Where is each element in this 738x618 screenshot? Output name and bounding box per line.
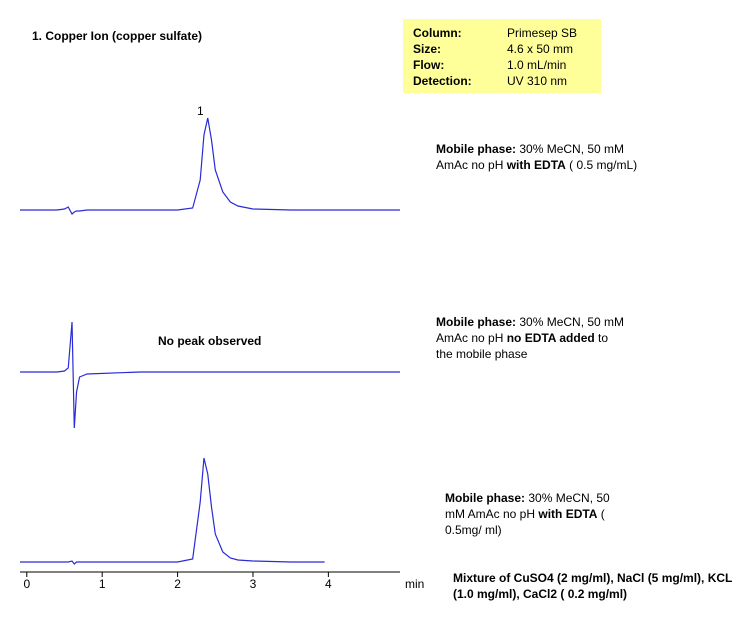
x-tick-label: 0 — [23, 577, 30, 591]
text-segment: 30% MeCN, 50 mM AmAc no pH — [436, 315, 627, 345]
title: 1. Copper Ion (copper sulfate) — [32, 29, 203, 43]
condition-label: Detection: — [413, 74, 472, 88]
x-axis-label: min — [405, 577, 424, 591]
text-segment: ( 0.5mg/ ml) — [445, 507, 609, 537]
x-tick-label: 2 — [174, 577, 181, 591]
peak-label: 1 — [197, 104, 204, 118]
text-segment: 30% MeCN, 50 mM AmAc no pH — [436, 142, 627, 172]
text-segment: Mobile phase: — [436, 142, 517, 156]
x-tick-label: 1 — [99, 577, 106, 591]
conditions-box: Column: Primesep SB Size: 4.6 x 50 mm Flow: 1… — [403, 19, 601, 93]
text-segment: ( 0.5 mg/mL) — [565, 158, 638, 172]
condition-value: UV 310 nm — [507, 74, 568, 88]
condition-label: Flow: — [413, 58, 445, 72]
text-segment: Mobile phase: — [436, 315, 517, 329]
text-segment: with EDTA — [506, 158, 566, 172]
x-tick-label: 4 — [325, 577, 332, 591]
text-segment: with EDTA — [538, 507, 598, 521]
text-segment: no EDTA added — [506, 331, 595, 345]
text-segment: 30% MeCN, 50 mM AmAc no pH — [445, 491, 614, 521]
condition-label: Column: — [413, 26, 462, 40]
text-segment: to the mobile phase — [436, 331, 612, 361]
trace — [20, 457, 325, 565]
condition-label: Size: — [413, 42, 442, 56]
mobile-phase: Mobile phase: 30% MeCN, 50 mM AmAc no pH… — [436, 314, 626, 362]
x-tick-label: 3 — [250, 577, 257, 591]
sample-note: Mixture of CuSO4 (2 mg/ml), NaCl (5 mg/m… — [453, 571, 733, 601]
text-segment: Mobile phase: — [445, 491, 526, 505]
condition-value: 1.0 mL/min — [507, 58, 567, 72]
mobile-phase: Mobile phase: 30% MeCN, 50 mM AmAc no pH… — [445, 490, 620, 538]
no-peak-note: No peak observed — [158, 334, 262, 348]
condition-value: Primesep SB — [507, 26, 578, 40]
condition-value: 4.6 x 50 mm — [507, 42, 574, 56]
trace — [20, 117, 400, 215]
mobile-phase: Mobile phase: 30% MeCN, 50 mM AmAc no pH… — [436, 141, 651, 173]
trace — [20, 321, 400, 429]
